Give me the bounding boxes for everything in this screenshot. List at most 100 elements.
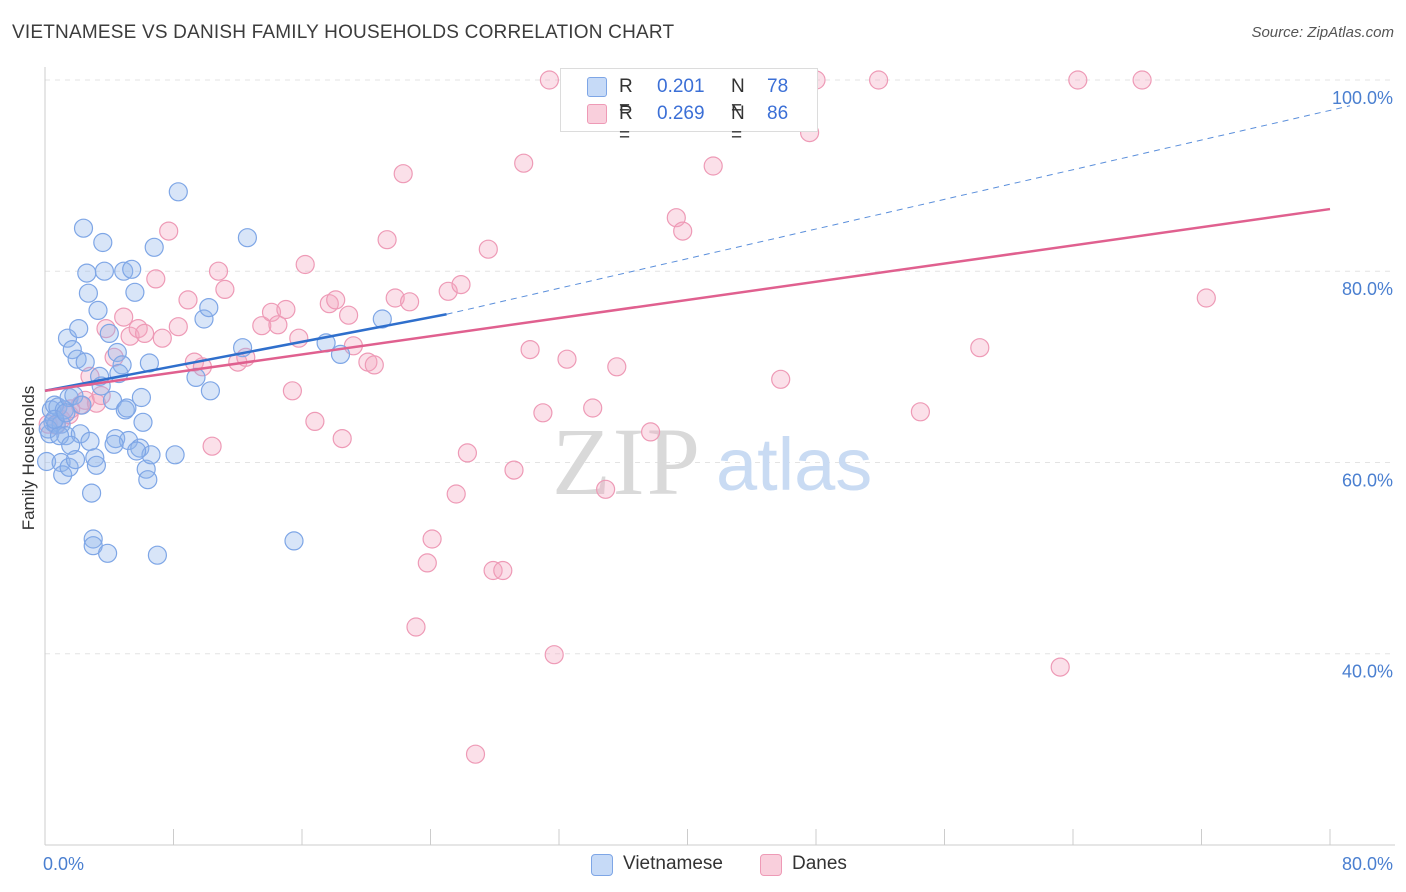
danes-point (114, 307, 134, 327)
vietnamese-point (107, 342, 127, 363)
y-tick-label: 60.0% (1342, 470, 1393, 490)
vietnamese-point (114, 261, 134, 281)
vietnamese-point (118, 430, 139, 451)
vietnamese-point (80, 431, 100, 451)
danes-point (457, 443, 477, 463)
danes-point (364, 355, 384, 375)
vietnamese-point (144, 237, 164, 257)
danes-point (282, 381, 302, 401)
danes-point (422, 529, 442, 549)
danes-point (332, 429, 352, 449)
vietnamese-point (85, 448, 105, 468)
legend-r-label: R = (619, 103, 633, 146)
danes-trend-line (44, 207, 1331, 392)
danes-point (539, 70, 560, 90)
axes (44, 67, 1395, 846)
source-label: Source: ZipAtlas.com (1251, 24, 1394, 41)
danes-point (640, 422, 661, 442)
danes-point (533, 403, 553, 423)
vietnamese-point (117, 398, 137, 418)
correlation-legend: R = 0.201 N = 78 R = 0.269 N = 86 (560, 68, 818, 146)
danes-point (868, 70, 889, 90)
danes-point (1132, 70, 1152, 90)
vietnamese-point (56, 403, 76, 423)
danes-point (120, 326, 140, 346)
danes-point (520, 340, 540, 360)
legend-n-label: N = (731, 103, 745, 146)
danes-point (268, 315, 288, 335)
y-axis-label: Family Households (19, 386, 38, 531)
x-tick-label: 80.0% (1342, 854, 1393, 874)
vietnamese-point (38, 419, 58, 439)
vietnamese-point (61, 435, 81, 455)
legend-r-value-vietnamese: 0.201 (657, 76, 705, 97)
vietnamese-point (97, 543, 118, 563)
danes-point (295, 254, 315, 275)
vietnamese-point (62, 340, 82, 360)
danes-point (478, 239, 498, 259)
vietnamese-point (88, 300, 108, 320)
vietnamese-point (199, 298, 219, 318)
legend-n-label: N = (731, 76, 745, 119)
vietnamese-point (165, 445, 185, 465)
vietnamese-point (93, 232, 113, 253)
y-tick-label: 80.0% (1342, 279, 1393, 299)
danes-point (417, 553, 437, 573)
vietnamese-point (77, 263, 97, 283)
danes-point (393, 164, 413, 184)
legend-swatch-danes (587, 104, 607, 124)
danes-point (446, 484, 466, 504)
danes-point (305, 411, 325, 431)
vietnamese-trend-extension (446, 105, 1351, 315)
vietnamese-point (53, 465, 73, 485)
danes-point (377, 230, 397, 250)
vietnamese-point (200, 381, 220, 401)
vietnamese-point (36, 451, 57, 472)
vietnamese-point (141, 445, 161, 465)
vietnamese-point (138, 470, 158, 490)
danes-point (673, 221, 693, 241)
vietnamese-point (127, 441, 147, 461)
series-label-danes: Danes (792, 853, 847, 874)
series-swatch-vietnamese (591, 854, 613, 876)
danes-point (202, 436, 222, 456)
tick-labels: 40.0% 60.0% 80.0% 100.0% 0.0% 80.0% (43, 88, 1393, 874)
vietnamese-point (168, 182, 188, 202)
danes-point (326, 290, 346, 310)
danes-point (168, 317, 188, 337)
danes-point (276, 299, 296, 320)
danes-point (493, 560, 513, 581)
danes-point (339, 305, 359, 325)
danes-point (261, 302, 282, 322)
danes-point (152, 328, 172, 348)
legend-r-label: R = (619, 76, 633, 119)
danes-point (1196, 288, 1216, 308)
danes-point (1050, 657, 1070, 677)
vietnamese-point (65, 450, 86, 470)
danes-point (1068, 70, 1088, 90)
series-swatch-danes (760, 854, 782, 876)
vietnamese-point (59, 457, 79, 477)
danes-point (385, 288, 405, 308)
watermark-atlas: atlas (716, 423, 872, 506)
watermark-zip: ZIP (552, 408, 702, 515)
danes-point (483, 560, 503, 581)
danes-point (178, 290, 198, 310)
danes-point (970, 338, 990, 358)
vietnamese-point (73, 218, 94, 238)
danes-point (557, 349, 577, 369)
vietnamese-point (147, 545, 167, 565)
legend-n-value-danes: 86 (767, 103, 789, 124)
danes-point (910, 402, 931, 422)
danes-point (595, 479, 616, 499)
vietnamese-point (44, 409, 65, 429)
vietnamese-point (104, 434, 124, 454)
danes-point (146, 269, 166, 289)
danes-point (451, 275, 471, 295)
y-tick-label: 100.0% (1332, 88, 1393, 108)
vietnamese-point (99, 323, 119, 343)
legend-r-value-danes: 0.269 (657, 103, 705, 124)
data-points (36, 70, 1216, 764)
danes-point (208, 261, 229, 281)
